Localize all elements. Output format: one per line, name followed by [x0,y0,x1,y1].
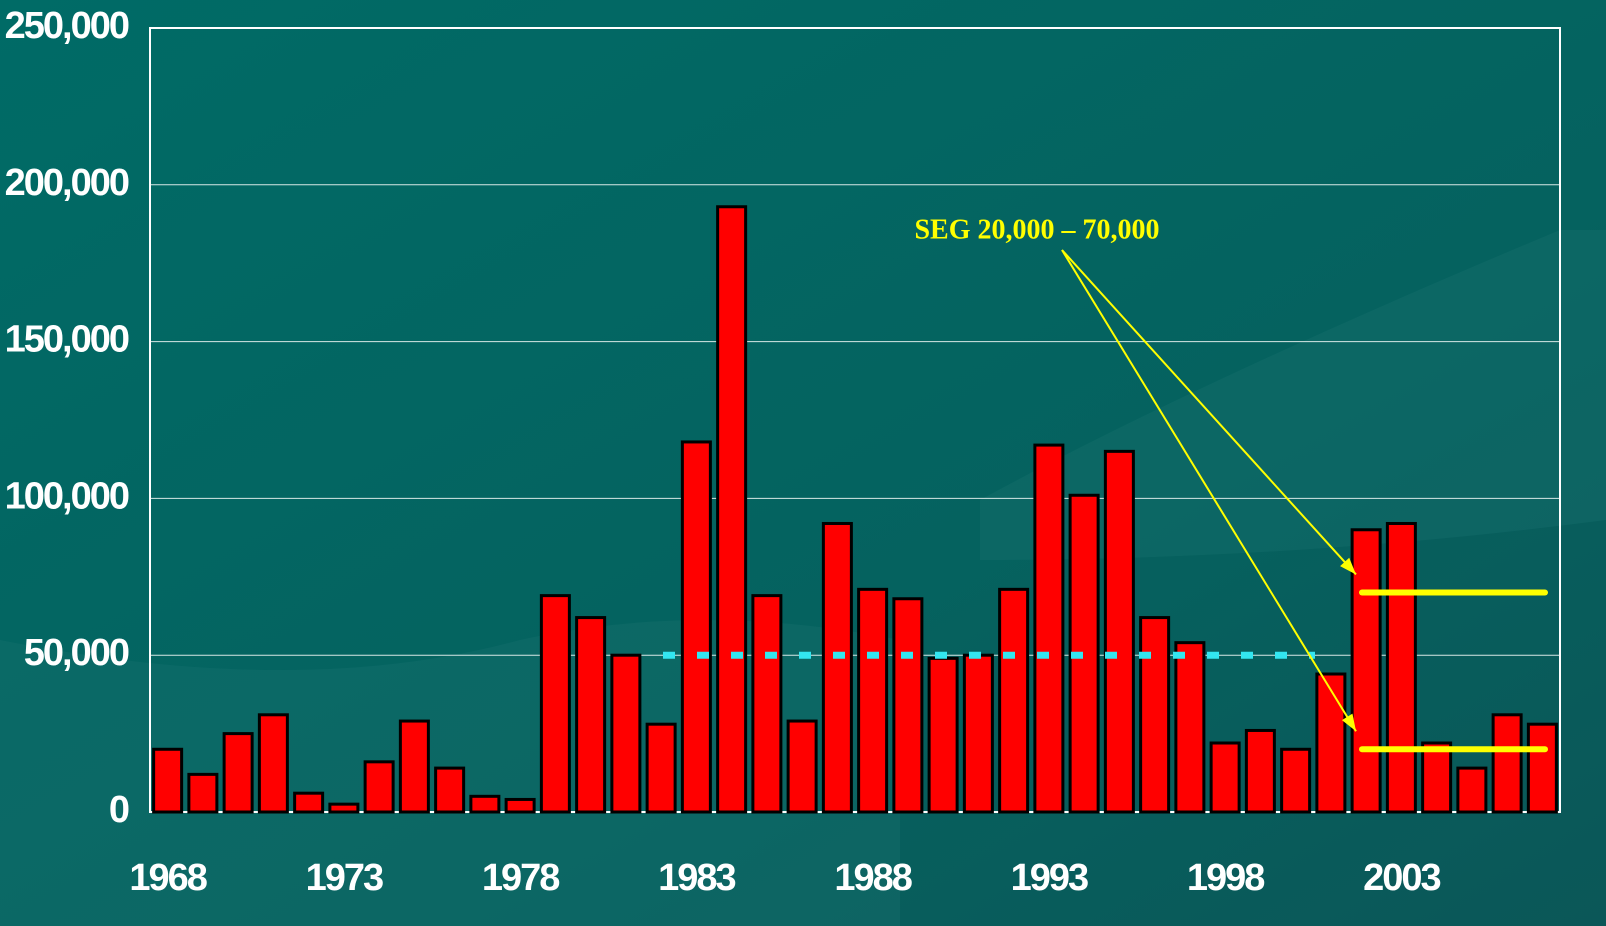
x-tick-label: 1998 [1187,857,1264,899]
bar [575,616,607,814]
y-tick-label: 50,000 [24,632,129,674]
bar [645,722,677,814]
bar [1385,521,1417,814]
x-tick-label: 1988 [834,857,911,899]
x-tick-label: 1973 [306,857,383,899]
bar [1139,616,1171,814]
bar [962,653,994,814]
bar [998,587,1030,814]
plot-frame [149,27,1561,813]
bar [222,732,254,814]
bar [398,719,430,814]
bar [434,766,466,814]
bar [469,794,501,814]
y-tick-label: 250,000 [5,5,129,47]
bar [1244,728,1276,814]
bar [716,205,748,814]
arrow-head [1340,557,1356,575]
x-tick-label: 1993 [1011,857,1088,899]
y-tick-label: 0 [109,789,129,831]
bar [187,772,219,814]
bar [892,597,924,814]
bar [786,719,818,814]
bar [1526,722,1558,814]
bar [1174,641,1206,814]
bar [152,747,184,814]
bar [1491,713,1523,814]
bar [1315,672,1347,814]
bar [257,713,289,814]
x-tick-label: 1968 [129,857,206,899]
bar [610,653,642,814]
background-shape [980,230,1606,560]
bar [751,594,783,814]
arrow-head [1341,713,1356,732]
bar [504,797,536,814]
bar [680,440,712,814]
annotation-arrow [1061,249,1357,732]
bar [1209,741,1241,814]
y-tick-label: 200,000 [5,162,129,204]
y-tick-label: 150,000 [5,319,129,361]
bar [539,594,571,814]
x-tick-label: 1978 [482,857,559,899]
bar [927,656,959,814]
bar [328,802,360,814]
bar [857,587,889,814]
bar [1033,443,1065,814]
annotation: SEG 20,000 – 70,000 [914,214,1159,245]
annotation-arrow [1061,249,1357,576]
bar [1280,747,1312,814]
bar [1350,528,1382,814]
y-tick-label: 100,000 [5,475,129,517]
x-tick-label: 2003 [1363,857,1440,899]
bar [821,521,853,814]
bar [1103,449,1135,814]
bar [1421,741,1453,814]
bar [1456,766,1488,814]
bar [363,760,395,814]
x-tick-label: 1983 [658,857,735,899]
bar [293,791,325,814]
